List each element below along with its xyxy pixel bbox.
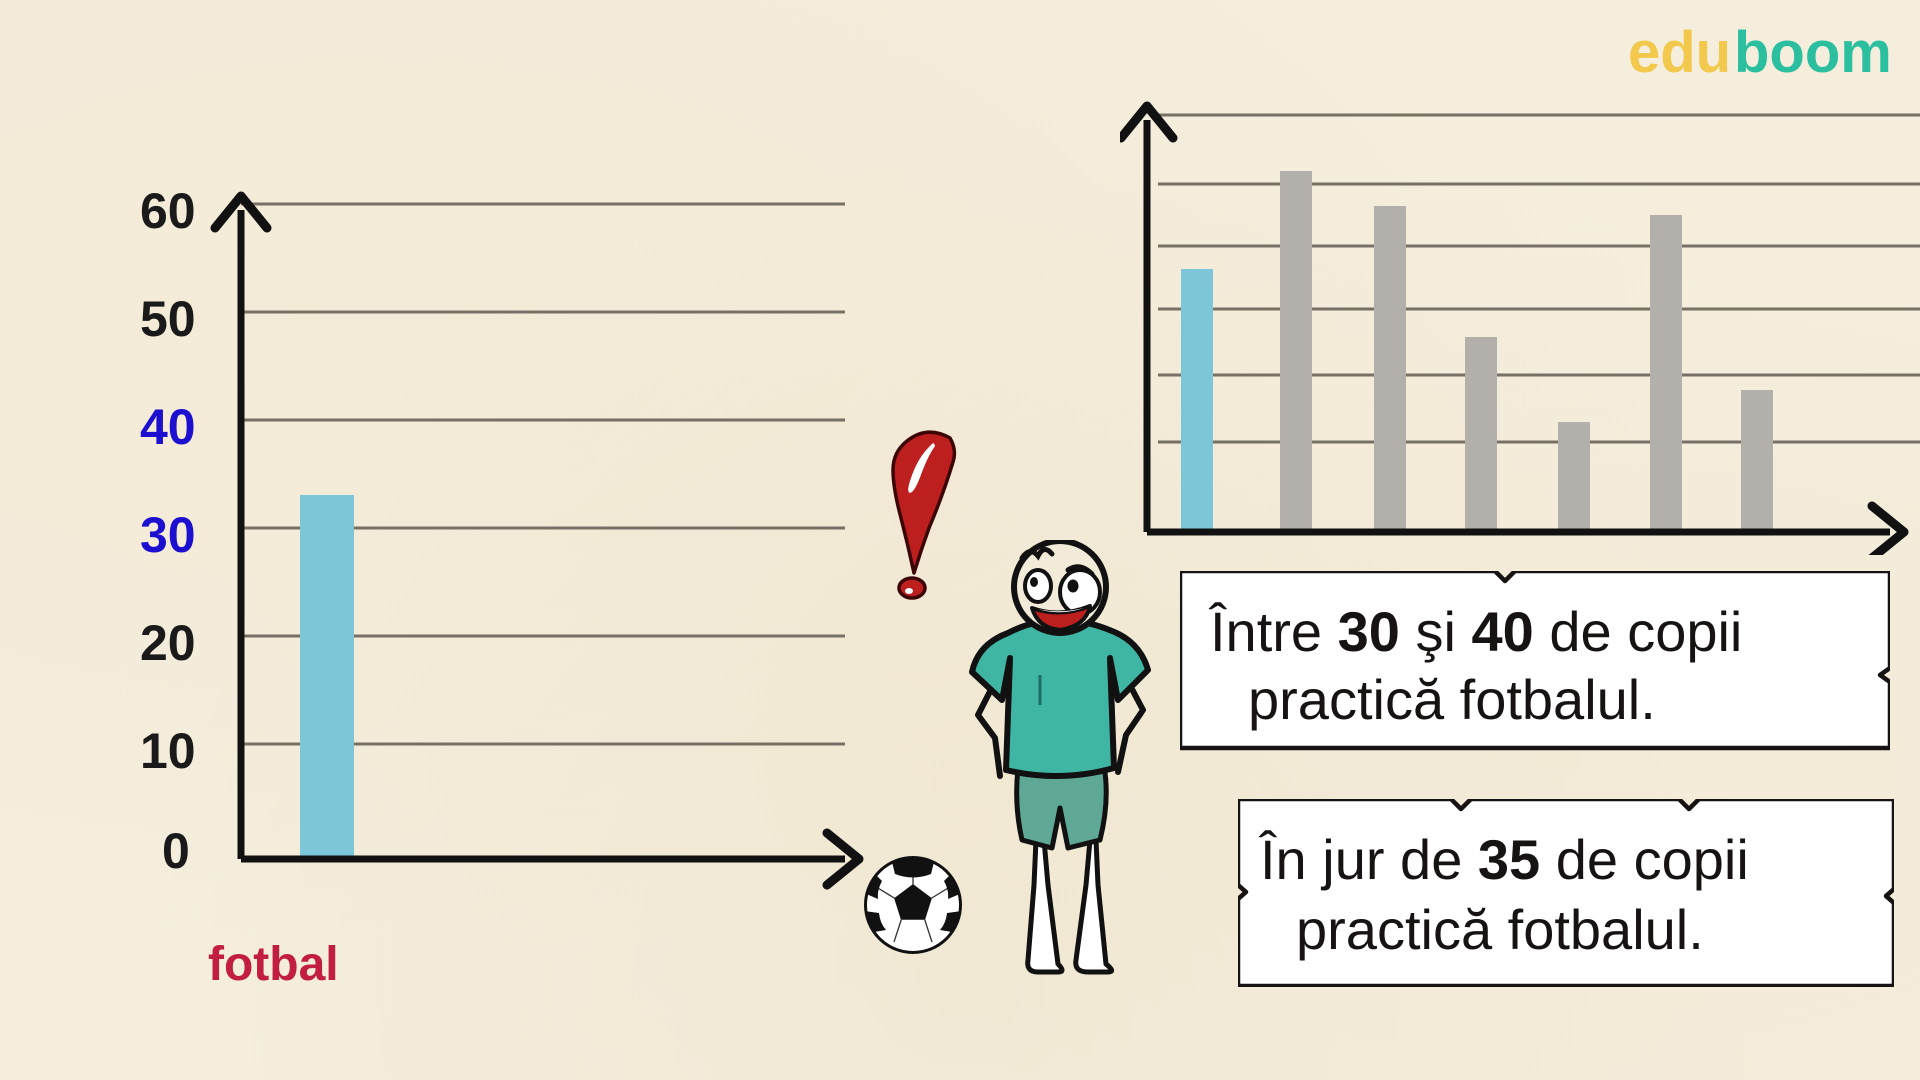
svg-text:practică fotbalul.: practică fotbalul.	[1296, 898, 1704, 961]
svg-text:În jur de 35 de copii: În jur de 35 de copii	[1258, 828, 1749, 891]
svg-text:Între 30 şi 40 de copii: Între 30 şi 40 de copii	[1208, 600, 1742, 663]
svg-text:practică fotbalul.: practică fotbalul.	[1248, 668, 1656, 731]
